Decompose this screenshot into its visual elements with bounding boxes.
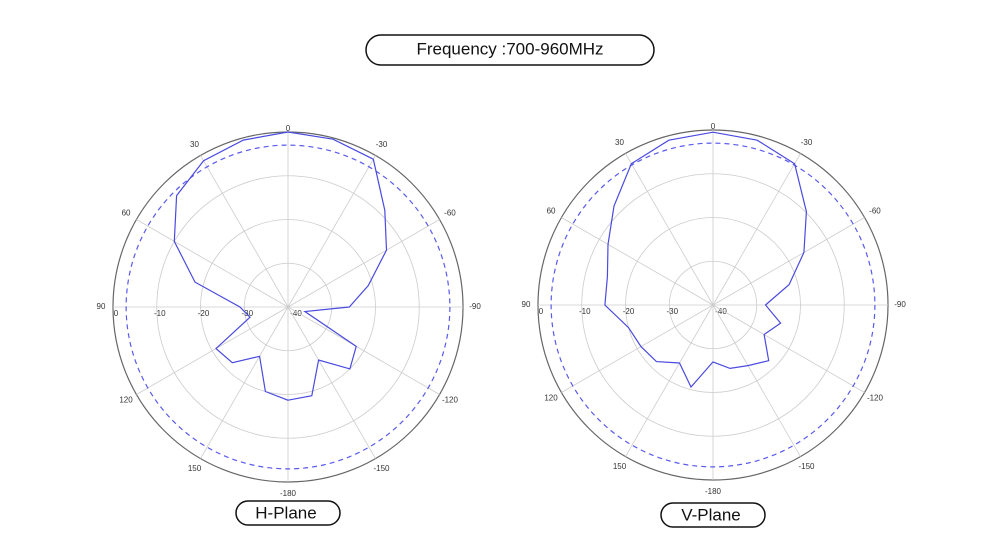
plane-label: V-Plane (681, 505, 741, 524)
spoke (625, 153, 714, 306)
spoke (625, 304, 714, 457)
r-tick-label: -10 (154, 309, 166, 318)
spoke (712, 304, 865, 393)
spoke (136, 306, 289, 395)
r-tick-label: -20 (198, 309, 210, 318)
spoke (712, 153, 801, 306)
angle-tick-label: 120 (544, 394, 558, 403)
angle-tick-label: -120 (442, 396, 459, 405)
r-tick-label: -40 (715, 307, 727, 316)
angle-tick-label: -60 (869, 207, 881, 216)
r-tick-label: -40 (290, 309, 302, 318)
spoke (200, 306, 289, 459)
title-box (365, 34, 655, 66)
angle-tick-label: 150 (613, 462, 627, 471)
angle-tick-label: -180 (280, 489, 297, 498)
angle-tick-label: -30 (801, 138, 813, 147)
r-tick-label: -30 (666, 307, 678, 316)
spoke (561, 304, 714, 393)
r-tick-label: 0 (114, 309, 119, 318)
angle-tick-label: 30 (615, 138, 624, 147)
spoke (287, 155, 376, 308)
angle-tick-label: -150 (798, 462, 815, 471)
angle-tick-label: -90 (469, 302, 481, 311)
angle-tick-label: 60 (122, 209, 131, 218)
pattern-curve (173, 131, 388, 401)
spoke (712, 304, 801, 457)
spoke (712, 217, 865, 306)
spoke (287, 306, 376, 459)
plane-box (235, 500, 341, 526)
page-title: Frequency :700-960MHz (416, 39, 603, 58)
angle-tick-label: 90 (97, 302, 106, 311)
angle-tick-label: -120 (867, 394, 884, 403)
r-tick-label: -20 (623, 307, 635, 316)
plane-label: H-Plane (255, 503, 316, 522)
r-tick-label: 0 (539, 307, 544, 316)
angle-tick-label: 0 (286, 124, 291, 133)
angle-tick-label: -180 (705, 487, 722, 496)
spoke (287, 219, 440, 308)
angle-tick-label: -150 (373, 464, 390, 473)
spoke (200, 155, 289, 308)
reference-circle (125, 144, 451, 470)
r-tick-label: -10 (579, 307, 591, 316)
angle-tick-label: -30 (376, 140, 388, 149)
angle-tick-label: -90 (894, 300, 906, 309)
angle-tick-label: 150 (188, 464, 202, 473)
angle-tick-label: 120 (119, 396, 133, 405)
spoke (136, 219, 289, 308)
angle-tick-label: 30 (190, 140, 199, 149)
angle-tick-label: 90 (522, 300, 531, 309)
spoke (561, 217, 714, 306)
plane-box (660, 502, 766, 528)
spoke (287, 306, 440, 395)
angle-tick-label: 0 (711, 122, 716, 131)
pattern-curve (604, 131, 808, 389)
angle-tick-label: 60 (547, 207, 556, 216)
reference-circle (550, 142, 876, 468)
angle-tick-label: -60 (444, 209, 456, 218)
r-tick-label: -30 (241, 309, 253, 318)
